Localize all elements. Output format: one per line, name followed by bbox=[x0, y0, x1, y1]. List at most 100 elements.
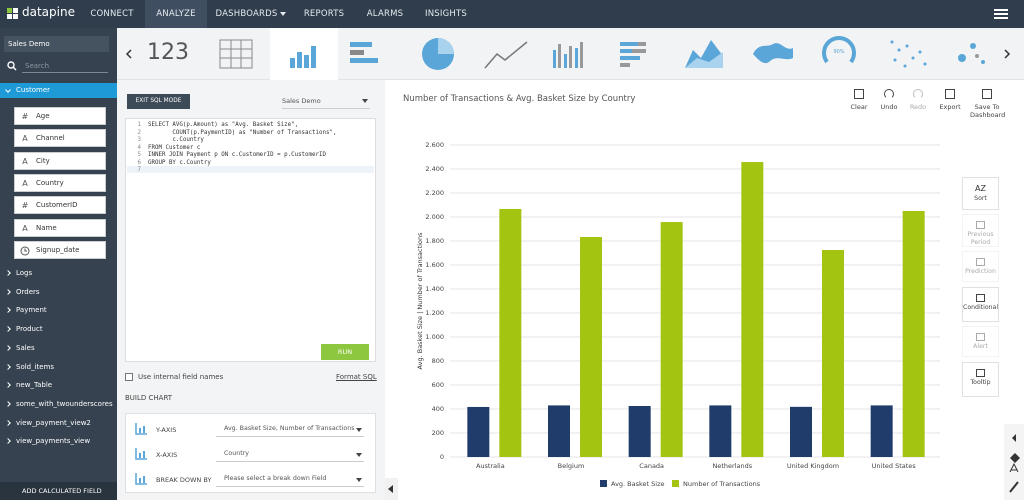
build-row[interactable]: X-AXIS Country bbox=[126, 442, 375, 467]
code-line: COUNT(p.PaymentID) as "Number of Transac… bbox=[148, 129, 337, 136]
field[interactable]: # Age bbox=[14, 107, 106, 125]
field-icon: A bbox=[22, 223, 28, 233]
tool-label: Previous Period bbox=[967, 231, 994, 246]
nav-item[interactable]: ALARMS bbox=[366, 9, 404, 19]
y-tick-label: 2.400 bbox=[425, 165, 444, 173]
table-row[interactable]: Payment bbox=[0, 301, 117, 319]
table-row[interactable]: Product bbox=[0, 320, 117, 338]
tool-label: Conditional bbox=[963, 304, 999, 311]
y-tick-label: 600 bbox=[432, 381, 444, 389]
top-nav: datapine CONNECT ANALYZE DASHBOARDS REPORTS… bbox=[0, 0, 1024, 28]
tool-icon bbox=[976, 294, 985, 302]
chart-type-bar: 123 90% bbox=[117, 28, 1024, 80]
nav-item[interactable]: REPORTS bbox=[303, 9, 345, 19]
x-tick-label: Netherlands bbox=[713, 462, 753, 470]
build-row[interactable]: BREAK DOWN BY Please select a break down … bbox=[126, 467, 375, 492]
table-name: Sales bbox=[16, 343, 35, 352]
search[interactable]: Search bbox=[22, 59, 108, 73]
legend-label: Number of Transactions bbox=[683, 480, 761, 488]
bar bbox=[741, 162, 764, 458]
dropdown-caret bbox=[280, 11, 287, 16]
clock-icon bbox=[20, 246, 30, 256]
tool-button[interactable]: AZ Sort bbox=[962, 177, 999, 210]
table-row[interactable]: Logs bbox=[0, 264, 117, 282]
table-row[interactable]: Sold_items bbox=[0, 358, 117, 376]
table-row[interactable]: new_Table bbox=[0, 376, 117, 394]
tool-icon: AZ bbox=[975, 184, 986, 193]
action-label[interactable]: Clear bbox=[850, 103, 868, 111]
build-label: X-AXIS bbox=[156, 451, 178, 459]
build-select[interactable]: Country bbox=[216, 446, 364, 462]
field[interactable]: A Name bbox=[14, 218, 106, 237]
code-box[interactable] bbox=[125, 118, 376, 362]
field[interactable]: A City bbox=[14, 151, 106, 170]
nav-item[interactable]: CONNECT bbox=[90, 9, 134, 19]
bar bbox=[548, 405, 570, 457]
table-name: new_Table bbox=[16, 381, 53, 390]
collapse-tab[interactable] bbox=[385, 478, 398, 500]
legend-swatch bbox=[600, 480, 607, 487]
nav-item[interactable]: ANALYZE bbox=[145, 0, 207, 28]
x-tick-label: United Kingdom bbox=[787, 462, 839, 470]
build-select[interactable]: Avg. Basket Size, Number of Transactions bbox=[216, 421, 364, 437]
field-name: CustomerID bbox=[36, 201, 78, 210]
y-axis-label: Avg. Basket Size | Number of Transaction… bbox=[416, 232, 424, 370]
action-label[interactable]: Undo bbox=[880, 103, 898, 111]
source-select[interactable]: Sales Demo bbox=[4, 36, 109, 52]
y-tick-label: 1.600 bbox=[425, 261, 444, 269]
action-label[interactable]: Redo bbox=[909, 103, 927, 111]
table-row[interactable]: view_payments_view bbox=[0, 432, 117, 450]
action-label[interactable]: Export bbox=[939, 103, 961, 111]
add-field[interactable]: ADD CALCULATED FIELD bbox=[0, 482, 117, 500]
run-button[interactable]: RUN bbox=[321, 344, 369, 360]
type-icons bbox=[125, 36, 1011, 70]
tool-button[interactable]: Tooltip bbox=[962, 362, 999, 397]
build-box bbox=[125, 413, 376, 493]
field[interactable]: A Channel bbox=[14, 129, 106, 148]
field[interactable]: # CustomerID bbox=[14, 196, 106, 215]
number-icon[interactable]: 123 bbox=[147, 40, 189, 65]
table-expanded[interactable]: Customer bbox=[0, 83, 117, 98]
table-row[interactable]: view_payment_view2 bbox=[0, 414, 117, 432]
table-row[interactable]: some_with_twounderscores bbox=[0, 395, 117, 413]
bar bbox=[902, 211, 925, 457]
bar bbox=[467, 406, 490, 457]
table-row[interactable]: Orders bbox=[0, 283, 117, 301]
bar bbox=[870, 405, 893, 457]
x-tick-label: Belgium bbox=[558, 462, 585, 470]
code-line: FROM Customer c bbox=[148, 144, 201, 151]
build-row[interactable]: Y-AXIS Avg. Basket Size, Number of Transa… bbox=[126, 417, 375, 442]
line-number: 7 bbox=[137, 167, 142, 173]
bar bbox=[499, 208, 522, 457]
format-sql[interactable]: Format SQL bbox=[336, 373, 377, 381]
sql-source-select[interactable]: Sales Demo bbox=[282, 94, 370, 109]
line-number: 6 bbox=[137, 159, 142, 166]
action-label[interactable]: Save To Dashboard bbox=[970, 103, 1006, 119]
y-tick-label: 2.200 bbox=[425, 189, 444, 197]
field-name: Channel bbox=[36, 134, 65, 143]
chart-title: Number of Transactions & Avg. Basket Siz… bbox=[403, 94, 636, 104]
action-icon bbox=[913, 89, 923, 99]
action-icon bbox=[854, 89, 864, 99]
tool-button[interactable]: Prediction bbox=[962, 251, 999, 282]
menu[interactable] bbox=[994, 9, 1008, 19]
tool-button[interactable]: Alert bbox=[962, 326, 999, 357]
table-name: Logs bbox=[16, 269, 33, 277]
tool-button[interactable]: Conditional bbox=[962, 287, 999, 322]
field[interactable]: Signup_date bbox=[14, 240, 106, 259]
tool-button[interactable]: Previous Period bbox=[962, 214, 999, 247]
sql-panel: EXIT SQL MODE Sales Demo RUN Use interna… bbox=[117, 80, 385, 500]
nav-item[interactable]: INSIGHTS bbox=[425, 9, 467, 19]
exit-sql-button[interactable]: EXIT SQL MODE bbox=[127, 94, 190, 109]
field-name: Signup_date bbox=[36, 245, 80, 254]
checkbox[interactable] bbox=[125, 373, 133, 381]
table-name: Customer bbox=[16, 86, 51, 94]
bar bbox=[709, 405, 732, 457]
nav-item[interactable]: DASHBOARDS bbox=[212, 0, 290, 28]
tool-icon bbox=[976, 333, 985, 341]
active-line bbox=[127, 166, 374, 173]
table-row[interactable]: Sales bbox=[0, 339, 117, 357]
x-tick-label: Canada bbox=[639, 462, 664, 470]
build-select[interactable]: Please select a break down Field bbox=[216, 471, 364, 487]
field[interactable]: A Country bbox=[14, 173, 106, 192]
